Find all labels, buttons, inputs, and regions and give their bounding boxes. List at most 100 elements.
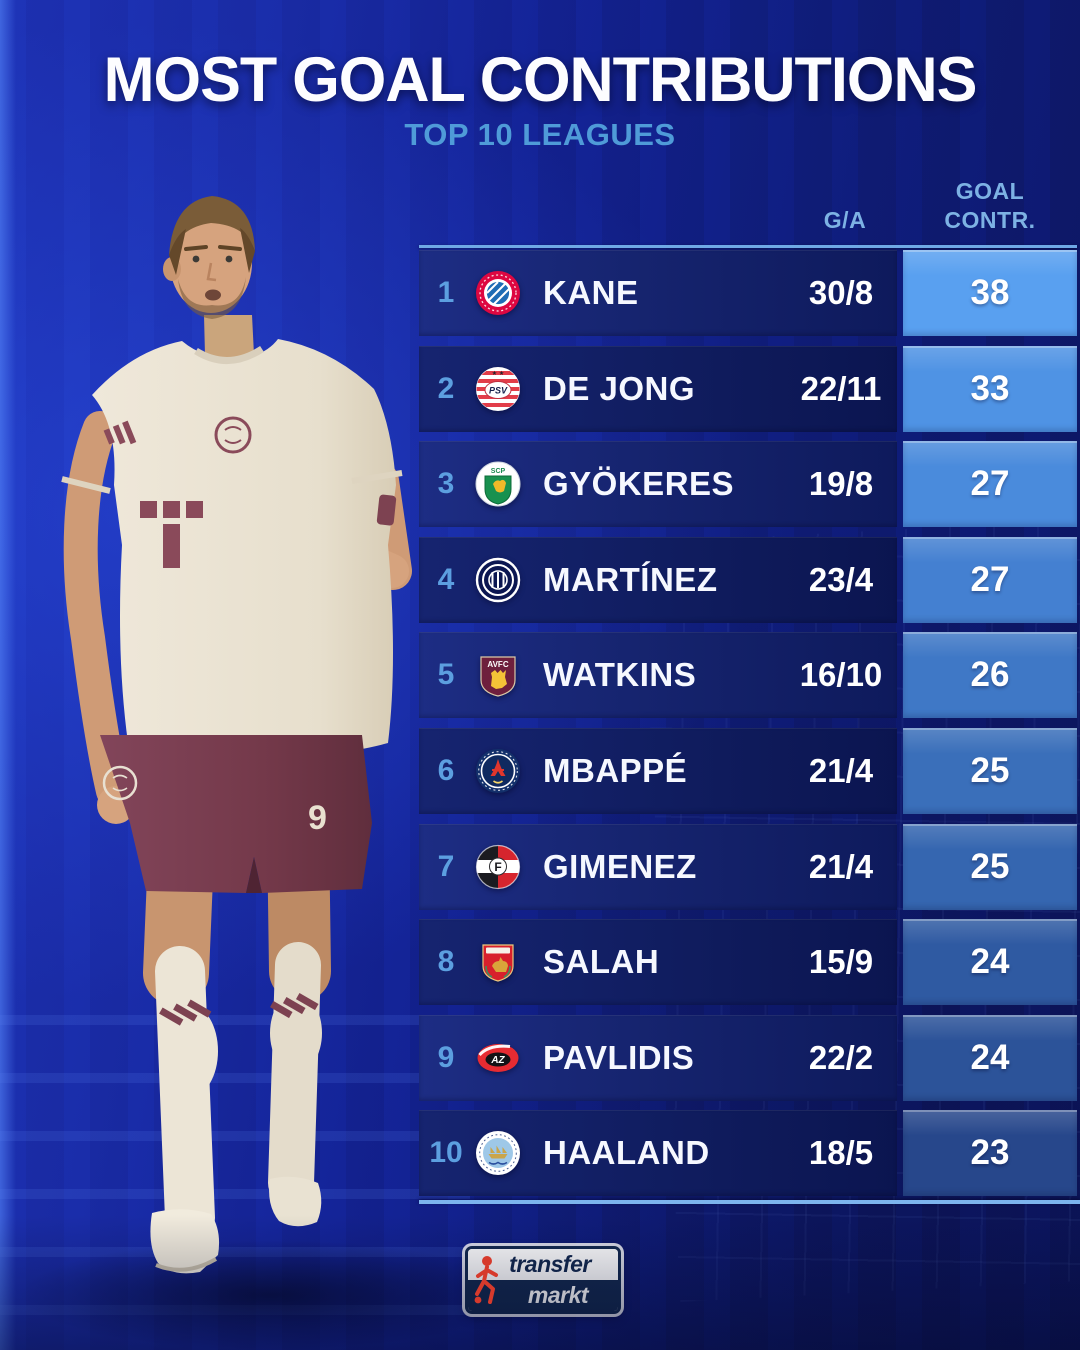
row-main-band: 10 HAALAND 18/5 (419, 1110, 897, 1197)
ga-value: 15/9 (808, 943, 874, 981)
page-subtitle: TOP 10 LEAGUES (404, 117, 676, 152)
psv-eindhoven-badge-icon: ★ ★ PSV (475, 366, 521, 412)
contr-cell: 33 (903, 345, 1077, 432)
svg-text:SCP: SCP (491, 468, 506, 475)
rank-number: 7 (437, 849, 455, 883)
column-header-goal-line1: GOAL (955, 178, 1025, 204)
row-main-band: 3 SCP GYÖKERES 19/8 (419, 441, 897, 528)
logo-player-icon (474, 1256, 498, 1304)
liverpool-badge-icon (475, 939, 521, 985)
row-main-band: 7 F GIMENEZ 21/4 (419, 823, 897, 910)
rank-number: 3 (437, 467, 455, 501)
table-row: 1 KANE 30/8 38 (419, 250, 1077, 336)
contr-value: 24 (970, 942, 1010, 982)
table-row: 4 MARTÍNEZ 23/4 27 (419, 536, 1077, 623)
aston-villa-badge-icon: AVFC (475, 652, 521, 698)
table-row: 3 SCP GYÖKERES 19/8 27 (419, 441, 1077, 528)
contr-cell: 24 (903, 919, 1077, 1006)
sporting-cp-badge-icon: SCP (475, 461, 521, 507)
table-row: 8 SALAH 15/9 24 (419, 919, 1077, 1006)
table-top-border (419, 245, 1077, 248)
az-alkmaar-badge-icon: AZ (475, 1035, 521, 1081)
row-main-band: 5 AVFC WATKINS 16/10 (419, 632, 897, 719)
table-row: 9 AZ PAVLIDIS 22/2 24 (419, 1014, 1077, 1101)
rank-number: 4 (437, 562, 455, 596)
rank-number: 2 (437, 371, 455, 405)
background-edge-glow (0, 0, 16, 1350)
table-row: 10 HAALAND 18/5 23 (419, 1110, 1077, 1197)
contr-cell: 26 (903, 632, 1077, 719)
column-header-ga: G/A (823, 207, 867, 233)
player-name: GYÖKERES (543, 465, 735, 503)
rank-number: 10 (429, 1136, 463, 1170)
table-row: 7 F GIMENEZ 21/4 25 (419, 823, 1077, 910)
contr-value: 27 (970, 464, 1010, 504)
manchester-city-badge-icon (475, 1130, 521, 1176)
row-main-band: 4 MARTÍNEZ 23/4 (419, 536, 897, 623)
inter-milan-badge-icon (475, 557, 521, 603)
feyenoord-badge-icon: F (475, 844, 521, 890)
contr-cell: 25 (903, 823, 1077, 910)
player-name: KANE (543, 274, 639, 311)
ga-value: 19/8 (808, 465, 874, 503)
bottom-vignette (0, 1215, 1080, 1350)
svg-text:AVFC: AVFC (487, 660, 508, 669)
table-bottom-border (419, 1200, 1080, 1204)
contr-cell: 27 (903, 536, 1077, 623)
contr-value: 25 (970, 750, 1010, 790)
ga-value: 21/4 (808, 751, 874, 789)
player-name: PAVLIDIS (543, 1038, 695, 1076)
rank-number: 9 (437, 1040, 455, 1074)
logo-top-half: transfer (468, 1249, 618, 1280)
contr-value: 38 (970, 273, 1010, 312)
ga-value: 16/10 (799, 656, 883, 694)
contr-value: 26 (970, 655, 1010, 695)
row-main-band: 2 ★ ★ PSV DE JONG 22/11 (419, 345, 897, 432)
player-name: HAALAND (543, 1134, 710, 1172)
rank-number: 1 (437, 276, 455, 309)
paris-sg-badge-icon (475, 748, 521, 794)
contr-value: 24 (970, 1037, 1010, 1077)
svg-text:★ ★: ★ ★ (492, 370, 504, 377)
contr-cell: 25 (903, 727, 1077, 814)
contr-value: 23 (970, 1133, 1010, 1173)
player-ground-shadow (20, 1240, 520, 1350)
ga-value: 18/5 (808, 1134, 874, 1172)
logo-word-markt: markt (528, 1284, 589, 1307)
ga-value: 23/4 (808, 560, 874, 598)
ranking-rows: 1 KANE 30/8 38 2 ★ ★ PSV DE JONG 22/11 33 (419, 250, 1077, 1197)
ga-value: 30/8 (808, 274, 874, 311)
contr-cell: 38 (903, 250, 1077, 336)
table-row: 2 ★ ★ PSV DE JONG 22/11 33 (419, 345, 1077, 432)
transfermarkt-logo: transfer markt (465, 1246, 621, 1314)
svg-text:F: F (494, 860, 501, 874)
column-header-goal-line2: CONTR. (944, 207, 1036, 233)
row-main-band: 9 AZ PAVLIDIS 22/2 (419, 1014, 897, 1101)
rank-number: 5 (437, 658, 455, 692)
contr-cell: 27 (903, 441, 1077, 528)
player-name: GIMENEZ (543, 847, 697, 885)
contr-value: 33 (970, 368, 1010, 408)
ga-value: 22/2 (808, 1038, 874, 1076)
player-name: WATKINS (543, 656, 697, 694)
rank-number: 6 (437, 753, 455, 787)
table-row: 5 AVFC WATKINS 16/10 26 (419, 632, 1077, 719)
logo-word-transfer: transfer (509, 1253, 591, 1276)
player-name: DE JONG (543, 369, 696, 407)
contr-value: 25 (970, 846, 1010, 886)
page-title: MOST GOAL CONTRIBUTIONS (103, 45, 978, 115)
ga-value: 22/11 (800, 369, 882, 407)
table-row: 6 MBAPPÉ 21/4 25 (419, 727, 1077, 814)
player-name: MARTÍNEZ (543, 560, 718, 598)
rank-number: 8 (437, 945, 455, 979)
ga-value: 21/4 (808, 847, 874, 885)
shorts-number: 9 (308, 799, 327, 837)
bayern-munich-badge-icon (475, 270, 521, 316)
contr-cell: 24 (903, 1014, 1077, 1101)
row-main-band: 8 SALAH 15/9 (419, 919, 897, 1006)
player-name: MBAPPÉ (543, 751, 688, 789)
svg-text:PSV: PSV (489, 385, 508, 395)
row-main-band: 6 MBAPPÉ 21/4 (419, 727, 897, 814)
row-main-band: 1 KANE 30/8 (419, 250, 897, 336)
